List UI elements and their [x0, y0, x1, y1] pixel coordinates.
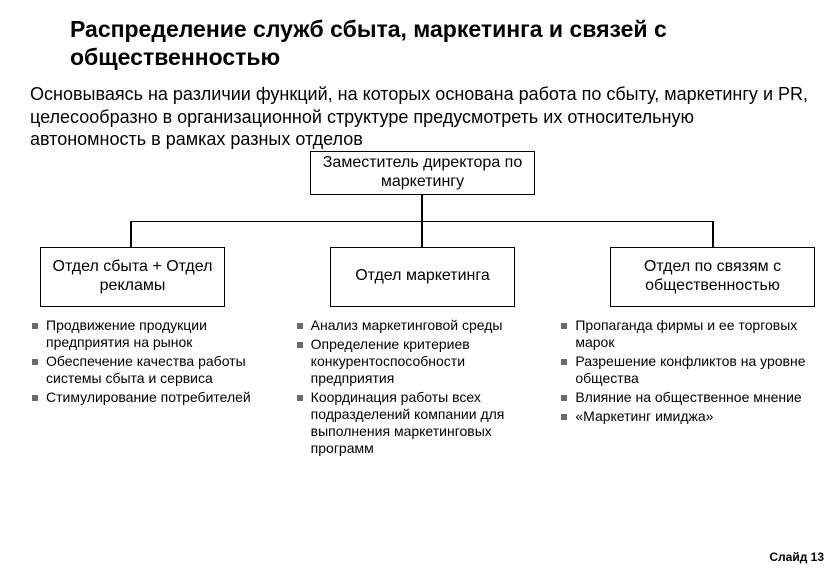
- list-item: Координация работы всех подразделений ко…: [295, 389, 546, 457]
- org-child-label: Отдел по связям с общественностью: [617, 258, 808, 295]
- bullet-column-1: Продвижение продукции предприятия на рын…: [30, 317, 281, 460]
- bullet-columns: Продвижение продукции предприятия на рын…: [30, 317, 810, 460]
- org-child-label: Отдел сбыта + Отдел рекламы: [47, 258, 218, 295]
- list-item: Влияние на общественное мнение: [559, 389, 810, 406]
- list-item: «Маркетинг имиджа»: [559, 408, 810, 425]
- org-line: [421, 195, 423, 221]
- slide-number: Слайд 13: [769, 550, 824, 564]
- org-child-node: Отдел сбыта + Отдел рекламы: [40, 247, 225, 307]
- org-child-node: Отдел по связям с общественностью: [610, 247, 815, 307]
- org-root-label: Заместитель директора по маркетингу: [317, 154, 528, 191]
- list-item: Пропаганда фирмы и ее торговых марок: [559, 317, 810, 351]
- slide: Распределение служб сбыта, маркетинга и …: [0, 0, 840, 570]
- list-item: Определение критериев конкурентоспособно…: [295, 336, 546, 387]
- bullet-column-3: Пропаганда фирмы и ее торговых марок Раз…: [559, 317, 810, 460]
- org-chart: Заместитель директора по маркетингу Отде…: [30, 141, 810, 321]
- org-child-node: Отдел маркетинга: [330, 247, 515, 307]
- org-line: [712, 221, 714, 247]
- org-root-node: Заместитель директора по маркетингу: [310, 151, 535, 195]
- list-item: Обеспечение качества работы системы сбыт…: [30, 353, 281, 387]
- slide-title: Распределение служб сбыта, маркетинга и …: [70, 16, 690, 71]
- list-item: Анализ маркетинговой среды: [295, 317, 546, 334]
- org-line: [421, 221, 423, 247]
- list-item: Продвижение продукции предприятия на рын…: [30, 317, 281, 351]
- bullet-column-2: Анализ маркетинговой среды Определение к…: [295, 317, 546, 460]
- list-item: Разрешение конфликтов на уровне общества: [559, 353, 810, 387]
- org-line: [130, 221, 132, 247]
- org-child-label: Отдел маркетинга: [355, 267, 490, 285]
- list-item: Стимулирование потребителей: [30, 389, 281, 406]
